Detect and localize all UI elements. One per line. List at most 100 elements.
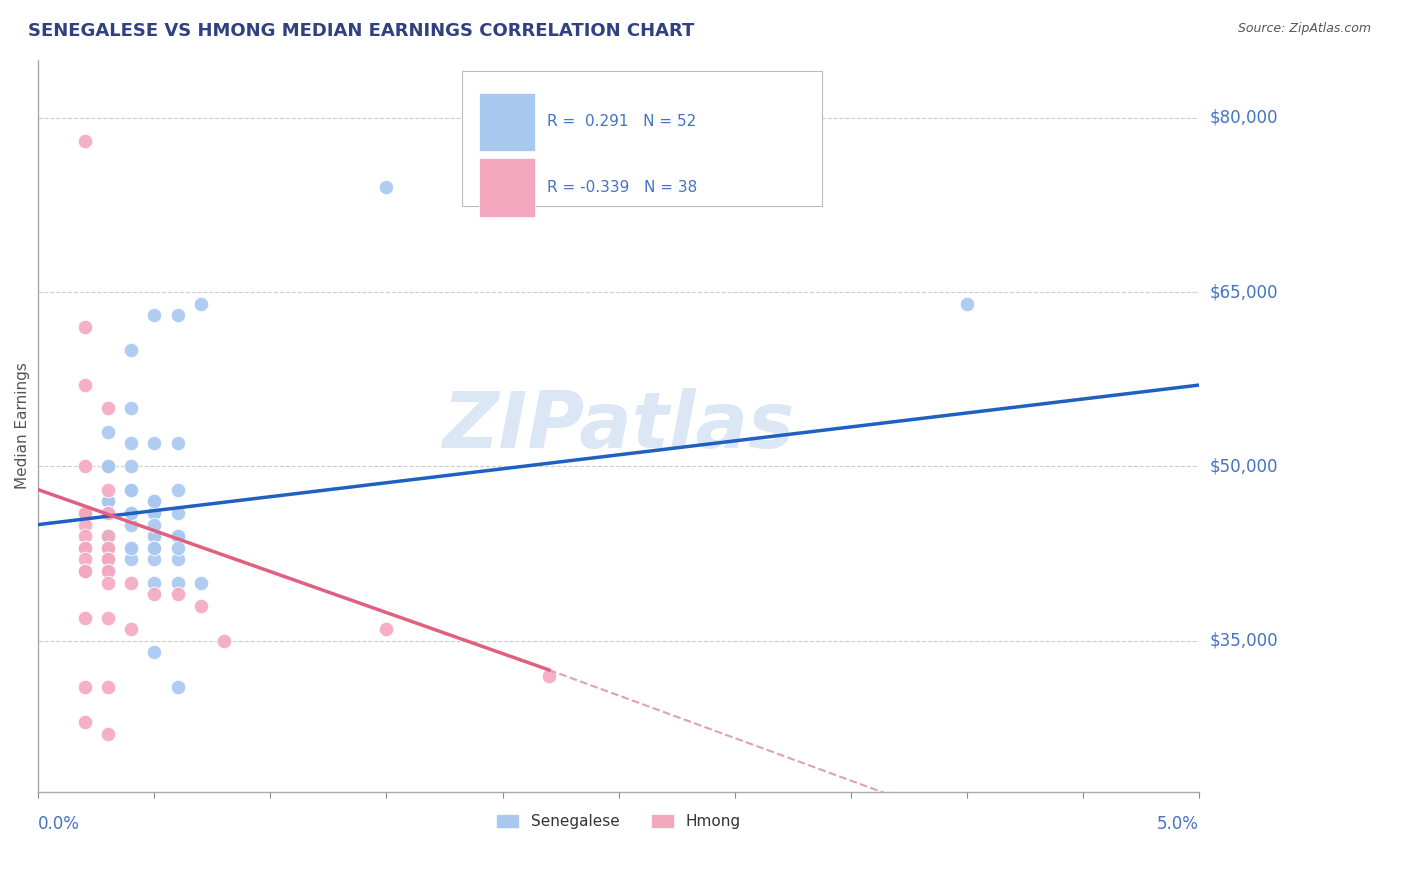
- Text: SENEGALESE VS HMONG MEDIAN EARNINGS CORRELATION CHART: SENEGALESE VS HMONG MEDIAN EARNINGS CORR…: [28, 22, 695, 40]
- Point: [166, 529, 188, 543]
- Point: [166, 436, 188, 450]
- Text: $80,000: $80,000: [1211, 109, 1278, 127]
- Point: [97, 494, 120, 508]
- Point: [537, 669, 560, 683]
- Point: [166, 587, 188, 601]
- Point: [120, 622, 142, 636]
- Point: [375, 180, 398, 194]
- Point: [73, 134, 96, 148]
- Point: [97, 425, 120, 439]
- Text: Source: ZipAtlas.com: Source: ZipAtlas.com: [1237, 22, 1371, 36]
- Text: $65,000: $65,000: [1211, 283, 1278, 301]
- Point: [97, 552, 120, 566]
- Point: [166, 309, 188, 323]
- Point: [166, 681, 188, 695]
- Point: [143, 494, 166, 508]
- Point: [212, 633, 235, 648]
- Point: [97, 575, 120, 590]
- Point: [73, 517, 96, 532]
- Point: [166, 575, 188, 590]
- Point: [73, 715, 96, 730]
- Point: [190, 575, 212, 590]
- Point: [143, 494, 166, 508]
- Point: [143, 645, 166, 659]
- Point: [73, 378, 96, 392]
- Point: [120, 541, 142, 555]
- Point: [120, 483, 142, 497]
- Point: [166, 483, 188, 497]
- Text: $50,000: $50,000: [1211, 458, 1278, 475]
- Text: R =  0.291   N = 52: R = 0.291 N = 52: [547, 114, 696, 129]
- Point: [120, 552, 142, 566]
- Point: [97, 610, 120, 624]
- Point: [956, 296, 979, 310]
- Point: [190, 599, 212, 613]
- FancyBboxPatch shape: [479, 159, 536, 217]
- Point: [143, 436, 166, 450]
- Point: [73, 564, 96, 578]
- Point: [143, 529, 166, 543]
- Point: [143, 506, 166, 520]
- Point: [73, 552, 96, 566]
- Point: [97, 541, 120, 555]
- Text: 5.0%: 5.0%: [1157, 815, 1199, 833]
- Text: 0.0%: 0.0%: [38, 815, 80, 833]
- Point: [73, 541, 96, 555]
- FancyBboxPatch shape: [463, 70, 821, 206]
- Point: [97, 541, 120, 555]
- Point: [73, 610, 96, 624]
- Point: [120, 483, 142, 497]
- Point: [97, 529, 120, 543]
- Point: [73, 681, 96, 695]
- Point: [73, 506, 96, 520]
- Point: [143, 541, 166, 555]
- Point: [97, 681, 120, 695]
- Point: [120, 575, 142, 590]
- Text: ZIPatlas: ZIPatlas: [443, 388, 794, 464]
- Point: [120, 541, 142, 555]
- Point: [73, 320, 96, 334]
- FancyBboxPatch shape: [479, 93, 536, 151]
- Point: [166, 506, 188, 520]
- Point: [143, 506, 166, 520]
- Point: [97, 459, 120, 474]
- Point: [97, 564, 120, 578]
- Point: [97, 401, 120, 416]
- Point: [166, 552, 188, 566]
- Legend: Senegalese, Hmong: Senegalese, Hmong: [491, 808, 747, 836]
- Point: [97, 529, 120, 543]
- Point: [97, 552, 120, 566]
- Point: [143, 309, 166, 323]
- Point: [97, 459, 120, 474]
- Point: [97, 506, 120, 520]
- Point: [97, 483, 120, 497]
- Point: [166, 541, 188, 555]
- Point: [143, 506, 166, 520]
- Point: [97, 541, 120, 555]
- Point: [73, 506, 96, 520]
- Point: [143, 552, 166, 566]
- Point: [120, 517, 142, 532]
- Y-axis label: Median Earnings: Median Earnings: [15, 362, 30, 489]
- Point: [120, 401, 142, 416]
- Point: [97, 506, 120, 520]
- Point: [120, 343, 142, 358]
- Point: [166, 529, 188, 543]
- Point: [97, 564, 120, 578]
- Point: [143, 541, 166, 555]
- Point: [97, 727, 120, 741]
- Point: [120, 506, 142, 520]
- Point: [97, 552, 120, 566]
- Point: [97, 564, 120, 578]
- Point: [190, 296, 212, 310]
- Point: [73, 564, 96, 578]
- Point: [73, 459, 96, 474]
- Point: [143, 517, 166, 532]
- Text: R = -0.339   N = 38: R = -0.339 N = 38: [547, 180, 697, 195]
- Point: [143, 529, 166, 543]
- Point: [73, 529, 96, 543]
- Point: [143, 587, 166, 601]
- Point: [97, 529, 120, 543]
- Point: [73, 541, 96, 555]
- Point: [97, 494, 120, 508]
